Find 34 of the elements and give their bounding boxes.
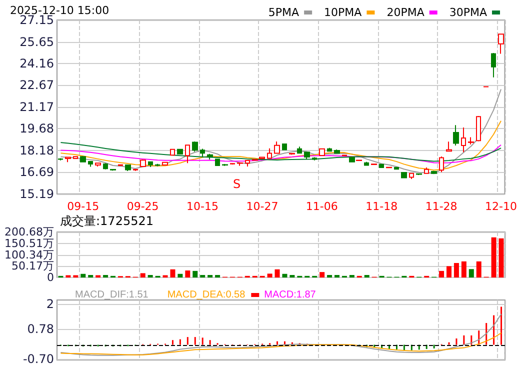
y-tick-label: 27.15 bbox=[20, 13, 54, 27]
y-tick-label: 15.19 bbox=[20, 187, 54, 201]
text: MACD_DIF:1.51 bbox=[75, 290, 149, 300]
y-tick-label: 2 bbox=[46, 297, 54, 312]
y-tick-label: 0.78 bbox=[27, 322, 54, 336]
legend-label: 5PMA bbox=[268, 6, 300, 19]
x-tick-label: 09-15 bbox=[67, 200, 100, 213]
x-tick-label: 11-06 bbox=[306, 200, 338, 213]
y-tick-label: 18.18 bbox=[20, 144, 54, 158]
y-tick-label: 19.68 bbox=[20, 122, 54, 136]
x-tick-label: 12-10 bbox=[485, 200, 518, 213]
text: 成交量:1725521 bbox=[60, 214, 154, 228]
y-tick-label: 150.51万 bbox=[4, 236, 54, 250]
y-tick-label: 24.16 bbox=[20, 56, 54, 70]
legend-label: 10PMA bbox=[324, 6, 362, 19]
y-tick-label: 16.69 bbox=[20, 165, 54, 180]
y-tick-label: 0 bbox=[47, 271, 54, 284]
y-tick-label: 200.68万 bbox=[4, 226, 54, 238]
x-tick-label: 10-15 bbox=[186, 200, 219, 213]
legend-label: 20PMA bbox=[386, 6, 425, 19]
y-tick-label: 21.17 bbox=[20, 100, 54, 114]
x-tick-label: 09-25 bbox=[126, 200, 159, 213]
y-tick-label: 100.34万 bbox=[4, 248, 54, 262]
y-tick-label: 25.65 bbox=[20, 34, 54, 49]
x-tick-label: 10-27 bbox=[246, 200, 278, 213]
text: MACD_DEA:0.58 bbox=[167, 290, 246, 300]
annotation: S bbox=[233, 177, 241, 191]
legend-label: MACD:1.87 bbox=[264, 290, 316, 300]
legend-label: 30PMA bbox=[449, 6, 488, 19]
y-tick-label: -0.70 bbox=[22, 352, 54, 365]
x-tick-label: 11-28 bbox=[425, 200, 458, 213]
y-tick-label: 50.17万 bbox=[12, 260, 54, 273]
x-tick-label: 11-18 bbox=[366, 200, 398, 213]
y-tick-label: 22.67 bbox=[20, 78, 54, 92]
